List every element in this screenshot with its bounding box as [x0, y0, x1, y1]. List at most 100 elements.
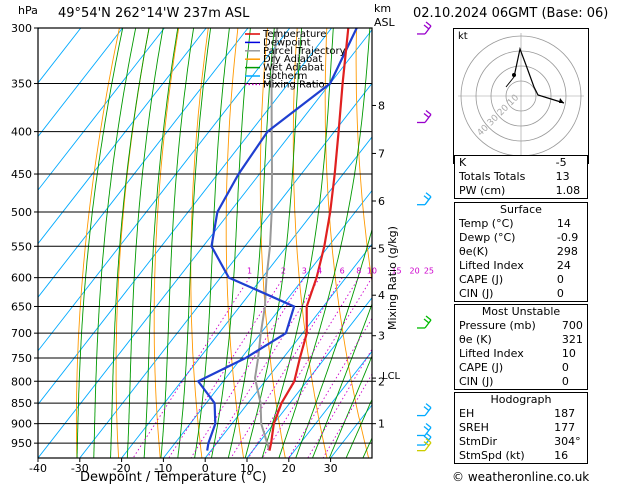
dry-adiabat-line [355, 28, 372, 285]
pressure-tick-label: 500 [11, 206, 32, 219]
wet-adiabat-line [76, 28, 124, 458]
surface-label: Dewp (°C) [459, 231, 516, 244]
mixing-ratio-label: 2 [281, 267, 286, 276]
table-row: CAPE (J) 0 [455, 273, 588, 287]
mixing-ratio-label: 10 [367, 267, 377, 276]
wind-barb [417, 403, 432, 417]
table-row: Dewp (°C) -0.9 [455, 231, 588, 245]
hodograph-trace [513, 46, 565, 104]
datetime-title: 02.10.2024 06GMT (Base: 06) [413, 6, 609, 21]
height-km-label: 5 [378, 242, 385, 255]
hodograph-unit: kt [458, 31, 468, 42]
most-unstable-label: CIN (J) [459, 375, 494, 388]
mixing-ratio-label: 15 [391, 267, 401, 276]
index-value: -5 [555, 156, 567, 169]
hodograph-label: SREH [459, 421, 489, 434]
index-label: PW (cm) [459, 184, 506, 197]
wet-adiabat-line [126, 28, 164, 458]
legend-entry: Wet Adiabat [263, 63, 324, 74]
table-row: SREH 177 [455, 421, 588, 435]
hodograph-value: 177 [554, 421, 576, 434]
surface-title: Surface [500, 203, 542, 216]
height-km-label: 2 [378, 375, 385, 388]
wind-barb [417, 21, 432, 35]
table-row: CIN (J) 0 [455, 287, 588, 302]
table-row: Lifted Index 10 [455, 347, 588, 361]
mixing-ratio-label: 20 [410, 267, 420, 276]
surface-value: 14 [556, 217, 571, 230]
surface-label: θe(K) [459, 245, 489, 258]
isotherm-line [38, 28, 123, 138]
temperature-tick-label: 20 [282, 462, 296, 475]
hodograph-title: Hodograph [490, 393, 552, 406]
table-row: EH 187 [455, 407, 588, 421]
height-km-label: 4 [378, 289, 385, 302]
dry-adiabat-line [292, 28, 328, 458]
mixing-ratio-line [307, 348, 372, 458]
legend-entry: Dewpoint [263, 37, 311, 48]
dry-adiabat-line [594, 28, 629, 458]
wet-adiabat-line [143, 28, 179, 458]
temperature-tick-label: -30 [71, 462, 89, 475]
hodograph-label: EH [459, 407, 475, 420]
isotherm-line [79, 82, 372, 458]
height-km-label: 6 [378, 195, 385, 208]
pressure-tick-label: 950 [11, 437, 32, 450]
most-unstable-title: Most Unstable [481, 305, 561, 318]
isotherm-line [38, 29, 372, 458]
wet-adiabat-line [345, 398, 372, 458]
table-row: K -5 [455, 156, 588, 171]
dry-adiabat-line [623, 28, 629, 458]
isotherm-line [288, 350, 372, 458]
mixing-ratio-label: 25 [424, 267, 434, 276]
wind-barb [417, 422, 432, 437]
height-km-label: 3 [378, 330, 385, 343]
legend-entry: Mixing Ratio [263, 79, 325, 90]
most-unstable-value: 10 [561, 347, 576, 360]
mixing-ratio-line [132, 277, 250, 458]
table-row: StmSpd (kt) 16 [455, 449, 588, 464]
location-title: 49°54'N 262°14'W 237m ASL [58, 6, 250, 21]
temperature-tick-label: -40 [29, 462, 47, 475]
isotherm-line [163, 189, 372, 458]
table-row: CAPE (J) 0 [455, 361, 588, 375]
isotherm-line [38, 28, 291, 352]
hodograph-value: 187 [554, 407, 576, 420]
hodograph-ring-label: 10 [506, 93, 521, 108]
pressure-tick-label: 350 [11, 78, 32, 91]
mixing-ratio-line [288, 317, 372, 458]
temperature-tick-label: -20 [113, 462, 131, 475]
surface-value: -0.9 [556, 231, 579, 244]
surface-label: CAPE (J) [459, 273, 504, 286]
pressure-unit-label: hPa [18, 4, 38, 17]
height-unit-asl: ASL [374, 16, 395, 29]
indices-table: K -5 Totals Totals 13 PW (cm) 1.08 [454, 155, 588, 199]
mixing-ratio-label: 6 [340, 267, 345, 276]
temperature-tick-label: -10 [154, 462, 172, 475]
temperature-line [268, 28, 350, 451]
wind-barb [417, 438, 432, 452]
most-unstable-value: 700 [561, 319, 583, 332]
temperature-tick-label: 30 [324, 462, 338, 475]
lcl-label: LCL [382, 371, 401, 382]
table-row: Totals Totals 13 [455, 170, 588, 184]
wet-adiabat-line [328, 354, 372, 458]
isotherm-line [38, 28, 332, 406]
pressure-tick-label: 550 [11, 240, 32, 253]
dry-adiabat-line [115, 28, 150, 458]
temperature-tick-label: 0 [202, 462, 209, 475]
wind-barb [417, 315, 432, 329]
pressure-tick-label: 800 [11, 375, 32, 388]
most-unstable-value: 0 [561, 375, 569, 388]
pressure-tick-label: 300 [11, 22, 32, 35]
index-value: 13 [555, 170, 570, 183]
height-km-label: 1 [378, 418, 385, 431]
isotherm-line [121, 136, 372, 458]
most-unstable-label: Lifted Index [459, 347, 524, 360]
table-row: θe(K) 298 [455, 245, 588, 259]
height-unit-km: km [374, 2, 392, 15]
dry-adiabat-line [75, 28, 120, 458]
mixing-ratio-label: 1 [247, 267, 252, 276]
